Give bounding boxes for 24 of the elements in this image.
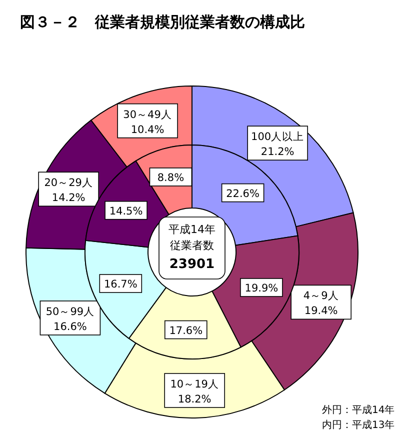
- slice-label: 30～49人: [123, 108, 172, 121]
- data-label: 16.7%: [104, 278, 138, 291]
- data-label: 19.4%: [304, 305, 338, 318]
- slice-label: 20～29人: [44, 177, 93, 190]
- chart-title: 図３－２ 従業者規模別従業者数の構成比: [20, 13, 305, 31]
- data-label: 18.2%: [178, 393, 212, 406]
- text: 内円：平成13年: [322, 419, 395, 431]
- slice-label: 50～99人: [46, 306, 95, 318]
- slice-label: 10～19人: [170, 378, 219, 390]
- data-label: 19.9%: [244, 282, 278, 294]
- data-label: 14.2%: [52, 192, 86, 204]
- text: 23901: [169, 257, 215, 272]
- data-label: 8.8%: [157, 172, 184, 184]
- data-label: 17.6%: [169, 324, 203, 337]
- data-label: 16.6%: [54, 320, 87, 333]
- data-label: 21.2%: [260, 146, 294, 158]
- text: 平成14年: [168, 223, 216, 236]
- text: 従業者数: [170, 239, 214, 252]
- text: 外円：平成14年: [322, 404, 395, 416]
- data-label: 22.6%: [226, 188, 260, 200]
- slice-label: 100人以上: [251, 130, 304, 144]
- data-label: 10.4%: [130, 124, 164, 136]
- data-label: 14.5%: [109, 205, 143, 218]
- slice-label: 4～9人: [303, 290, 339, 302]
